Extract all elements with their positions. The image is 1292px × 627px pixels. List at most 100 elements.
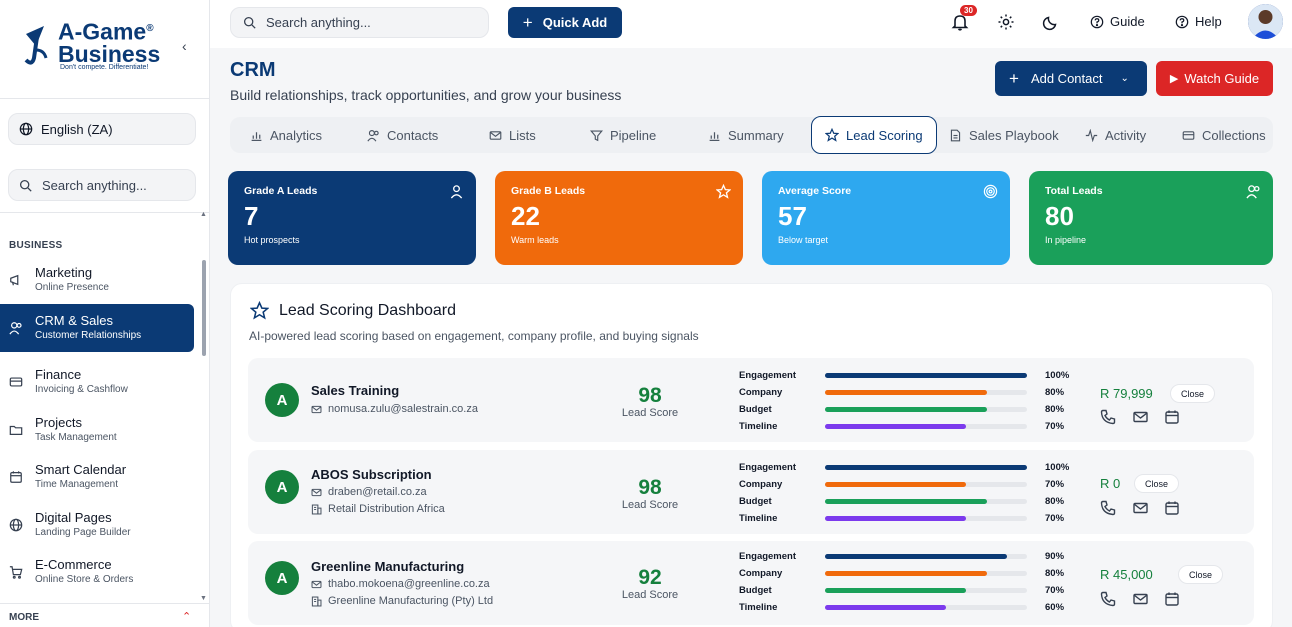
sidebar-item-finance[interactable]: Finance Invoicing & Cashflow <box>0 358 194 406</box>
lead-row[interactable]: A Sales Training nomusa.zulu@salestrain.… <box>248 358 1254 442</box>
quick-add-button[interactable]: + Quick Add <box>508 7 622 38</box>
tab-label: Sales Playbook <box>969 127 1059 143</box>
tab-lead-scoring[interactable]: Lead Scoring <box>811 116 937 154</box>
mail-icon[interactable] <box>1132 500 1150 518</box>
mail-icon <box>489 130 502 140</box>
lead-email-text: draben@retail.co.za <box>328 486 427 498</box>
watch-guide-label: Watch Guide <box>1184 71 1260 86</box>
mail-icon[interactable] <box>1132 591 1150 609</box>
metric-row: Budget 80% <box>739 401 1079 418</box>
calendar-icon[interactable] <box>1164 591 1182 609</box>
mail-icon <box>311 580 322 588</box>
moon-icon[interactable] <box>1042 13 1060 31</box>
tab-sales-playbook[interactable]: Sales Playbook <box>949 117 1059 153</box>
sidebar-item-digital-pages[interactable]: Digital Pages Landing Page Builder <box>0 501 194 549</box>
lead-score: 98 Lead Score <box>615 477 685 512</box>
user-avatar[interactable] <box>1248 4 1283 39</box>
divider <box>0 603 210 604</box>
stat-card-average-score: Average Score 57 Below target <box>762 171 1010 265</box>
calendar-icon[interactable] <box>1164 500 1182 518</box>
metric-track <box>825 605 1027 610</box>
lead-scoring-panel: Lead Scoring Dashboard AI-powered lead s… <box>230 283 1273 627</box>
guide-link[interactable]: Guide <box>1090 14 1145 29</box>
metric-track <box>825 482 1027 487</box>
stat-subtitle: Hot prospects <box>244 235 300 245</box>
collapse-sidebar-icon[interactable]: ‹ <box>182 38 187 54</box>
stat-label: Grade A Leads <box>244 185 318 197</box>
tab-label: Collections <box>1202 127 1266 143</box>
global-search-input[interactable]: Search anything... <box>230 7 489 38</box>
metric-percent: 70% <box>1045 513 1065 524</box>
sidebar-item-subtitle: Online Presence <box>35 282 109 293</box>
calendar-icon <box>9 470 23 484</box>
tab-contacts[interactable]: Contacts <box>367 117 438 153</box>
metric-label: Budget <box>739 496 772 507</box>
language-label: English (ZA) <box>41 121 113 137</box>
sidebar-search-input[interactable]: Search anything... <box>8 169 196 201</box>
tab-pipeline[interactable]: Pipeline <box>590 117 656 153</box>
metric-label: Timeline <box>739 513 778 524</box>
lead-row[interactable]: A Greenline Manufacturing thabo.mokoena@… <box>248 541 1254 625</box>
brand-tagline: Don't compete. Differentiate! <box>60 64 149 71</box>
users-icon <box>9 321 23 335</box>
sidebar-item-title: Finance <box>35 367 82 382</box>
settings-gear-icon[interactable] <box>997 13 1015 31</box>
page-subtitle: Build relationships, track opportunities… <box>230 87 622 103</box>
sidebar-item-e-commerce[interactable]: E-Commerce Online Store & Orders <box>0 548 194 596</box>
close-deal-button[interactable]: Close <box>1170 384 1216 403</box>
user-icon <box>450 185 463 199</box>
sidebar-item-smart-calendar[interactable]: Smart Calendar Time Management <box>0 453 194 501</box>
close-deal-button[interactable]: Close <box>1178 565 1224 584</box>
sidebar-item-marketing[interactable]: Marketing Online Presence <box>0 256 194 304</box>
chevron-down-icon[interactable]: ⌄ <box>1120 73 1129 84</box>
sidebar-item-crm-sales[interactable]: CRM & Sales Customer Relationships <box>0 304 194 352</box>
tab-analytics[interactable]: Analytics <box>250 117 322 153</box>
lead-company-text: Retail Distribution Africa <box>328 503 445 515</box>
chevron-up-icon[interactable]: ⌃ <box>182 611 192 623</box>
brand-logo[interactable]: A-Game® Business Don't compete. Differen… <box>22 18 172 74</box>
lead-email: draben@retail.co.za <box>311 486 427 498</box>
metric-percent: 80% <box>1045 496 1065 507</box>
add-contact-button[interactable]: + Add Contact ⌄ <box>995 61 1147 96</box>
tab-collections[interactable]: Collections <box>1182 117 1266 153</box>
mail-icon[interactable] <box>1132 409 1150 427</box>
lead-row[interactable]: A ABOS Subscription draben@retail.co.za … <box>248 450 1254 534</box>
metric-row: Engagement 100% <box>739 367 1079 384</box>
tab-summary[interactable]: Summary <box>708 117 784 153</box>
tab-label: Lists <box>509 127 536 143</box>
metric-label: Company <box>739 568 783 579</box>
metric-percent: 70% <box>1045 479 1065 490</box>
tab-activity[interactable]: Activity <box>1085 117 1146 153</box>
folder-icon <box>9 423 23 437</box>
sidebar-search-placeholder: Search anything... <box>42 177 147 193</box>
phone-icon[interactable] <box>1100 591 1118 609</box>
tab-lists[interactable]: Lists <box>489 117 536 153</box>
lead-company: Greenline Manufacturing (Pty) Ltd <box>311 595 493 607</box>
sidebar-item-projects[interactable]: Projects Task Management <box>0 406 194 454</box>
calendar-icon[interactable] <box>1164 409 1182 427</box>
metric-track <box>825 516 1027 521</box>
watch-guide-button[interactable]: ▶ Watch Guide <box>1156 61 1273 96</box>
language-selector[interactable]: English (ZA) <box>8 113 196 145</box>
star-icon <box>825 128 839 142</box>
metric-label: Budget <box>739 585 772 596</box>
stat-card-grade-a: Grade A Leads 7 Hot prospects <box>228 171 476 265</box>
sidebar-more-label[interactable]: MORE <box>9 612 39 623</box>
help-circle-icon <box>1090 15 1104 28</box>
help-link[interactable]: Help <box>1175 14 1222 29</box>
sidebar-scrollbar[interactable] <box>202 260 206 356</box>
phone-icon[interactable] <box>1100 500 1118 518</box>
metric-row: Engagement 90% <box>739 548 1079 565</box>
stat-subtitle: Below target <box>778 235 829 245</box>
bell-icon[interactable] <box>950 12 970 32</box>
lead-score-label: Lead Score <box>621 407 679 419</box>
metric-fill <box>825 588 967 593</box>
metric-label: Timeline <box>739 421 778 432</box>
scroll-down-icon[interactable]: ▼ <box>200 595 207 602</box>
metric-fill <box>825 424 967 429</box>
metric-track <box>825 424 1027 429</box>
plus-icon: + <box>522 12 533 32</box>
phone-icon[interactable] <box>1100 409 1118 427</box>
scroll-up-icon[interactable]: ▲ <box>200 211 207 218</box>
close-deal-button[interactable]: Close <box>1134 474 1180 493</box>
